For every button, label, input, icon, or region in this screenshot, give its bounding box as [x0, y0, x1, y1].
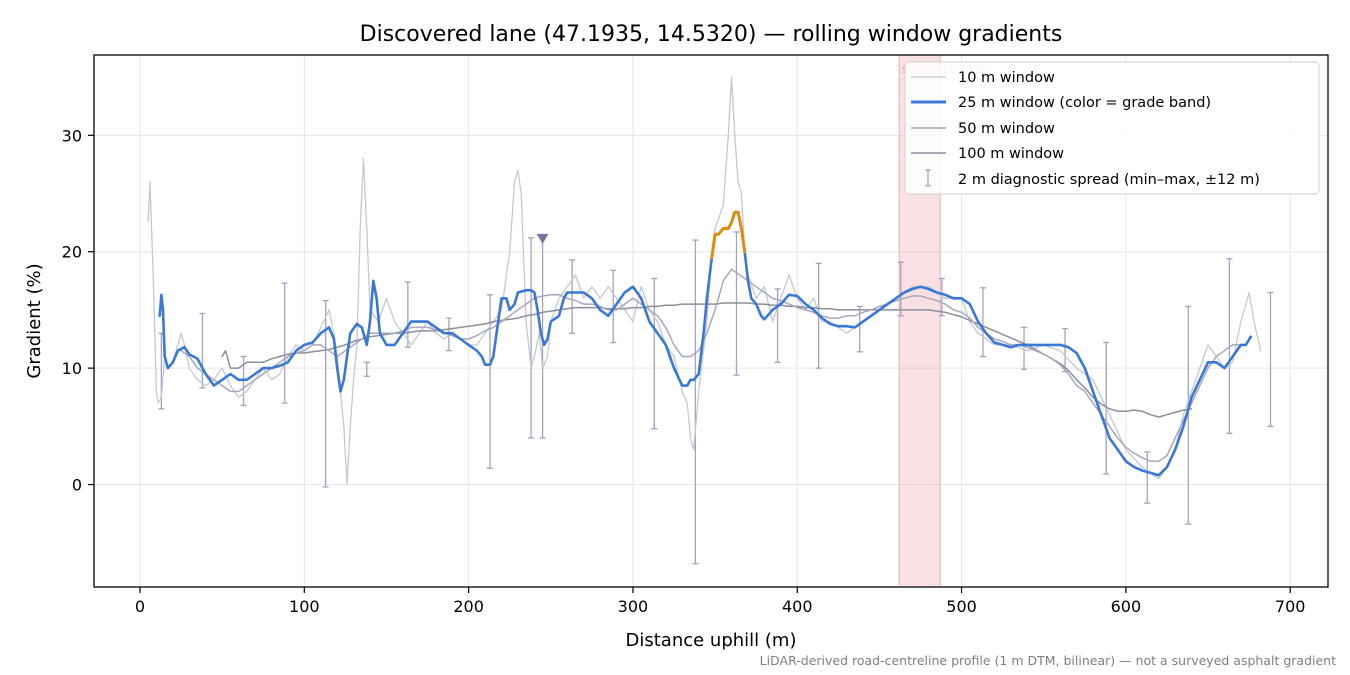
spread-bar	[979, 287, 986, 358]
series-group	[147, 76, 1274, 565]
spread-bar	[569, 259, 576, 334]
spread-bar	[1021, 326, 1028, 370]
legend-label-100m: 100 m window	[958, 146, 1064, 162]
legend: 10 m window 25 m window (color = grade b…	[904, 61, 1320, 195]
legend-label-10m: 10 m window	[958, 70, 1055, 86]
spread-bar	[1267, 291, 1274, 428]
spread-bar	[1226, 258, 1233, 434]
x-tick-label: 100	[289, 597, 320, 616]
chart-title: Discovered lane (47.1935, 14.5320) — rol…	[360, 22, 1063, 47]
y-tick-label: 10	[62, 359, 82, 378]
spread-bar	[774, 288, 781, 363]
spread-bar	[199, 312, 206, 389]
y-tick-label: 20	[62, 243, 82, 262]
x-tick-label: 700	[1275, 597, 1306, 616]
spread-bar	[486, 294, 493, 469]
peak-marker	[536, 233, 549, 244]
spread-bar	[281, 282, 288, 404]
y-axis-label: Gradient (%)	[24, 263, 45, 378]
spread-bar	[404, 281, 411, 348]
plot-frame	[93, 54, 1329, 588]
spread-bar	[322, 299, 329, 488]
series-line-25m-steep-segment	[710, 210, 747, 260]
legend-label-50m: 50 m window	[958, 121, 1055, 137]
spread-bar	[1185, 305, 1192, 525]
x-tick-label: 300	[618, 597, 649, 616]
x-tick-label: 500	[946, 597, 977, 616]
x-tick-label: 0	[135, 597, 145, 616]
spread-bar	[363, 361, 370, 377]
plot-area: steepest 25 m	[94, 54, 1328, 588]
y-tick-label: 30	[62, 126, 82, 145]
spread-bar	[528, 237, 535, 439]
series-line-50m	[180, 268, 1242, 463]
series-line-25m	[158, 210, 1253, 477]
x-tick-label: 600	[1111, 597, 1142, 616]
x-tick-label: 200	[453, 597, 484, 616]
legend-frame	[904, 61, 1320, 195]
x-axis-label: Distance uphill (m)	[626, 630, 797, 651]
spread-bar	[938, 277, 945, 317]
footnote: LiDAR-derived road-centreline profile (1…	[760, 653, 1336, 668]
x-tick-label: 400	[782, 597, 813, 616]
spread-bar	[610, 269, 617, 344]
legend-label-spread: 2 m diagnostic spread (min–max, ±12 m)	[958, 172, 1260, 188]
spread-bar	[897, 261, 904, 317]
legend-swatch-spread	[925, 169, 931, 187]
y-tick-label: 0	[72, 476, 82, 495]
spread-bar	[692, 239, 699, 565]
spread-bar	[651, 277, 658, 430]
legend-label-25m: 25 m window (color = grade band)	[958, 95, 1211, 111]
